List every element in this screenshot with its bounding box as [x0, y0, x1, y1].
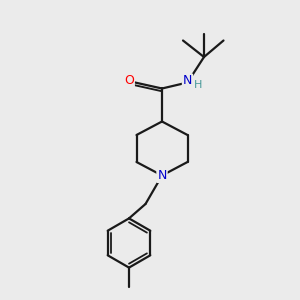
Text: O: O [124, 74, 134, 88]
Text: N: N [157, 169, 167, 182]
Text: N: N [183, 74, 192, 88]
Text: H: H [194, 80, 202, 91]
